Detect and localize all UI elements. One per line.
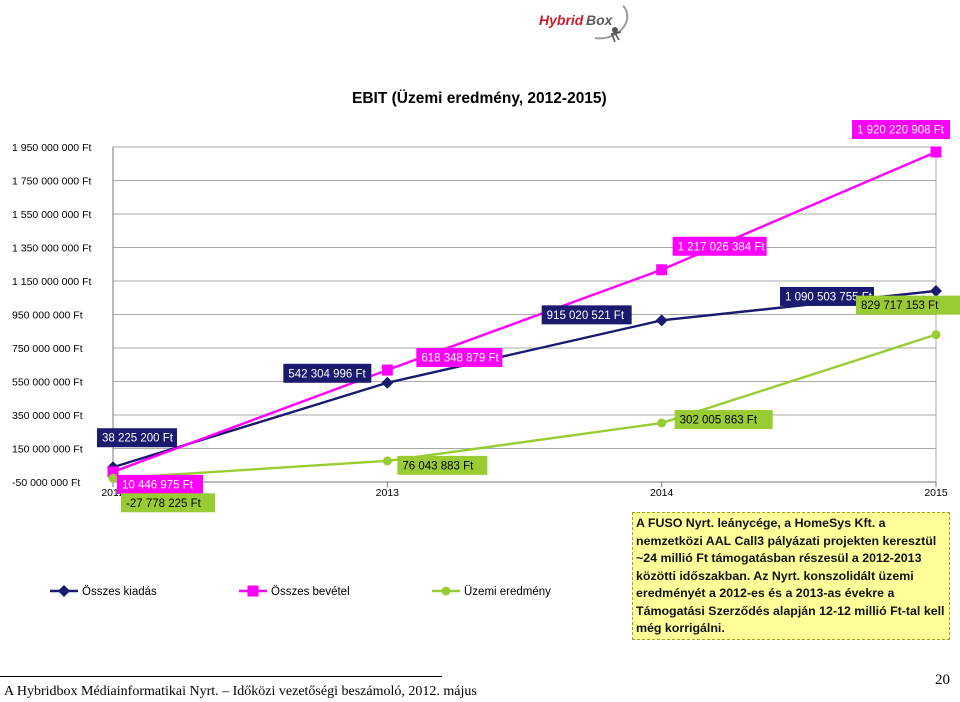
y-tick-label: 1 950 000 000 Ft	[12, 142, 91, 154]
data-label-box	[283, 363, 372, 383]
footer-divider	[0, 676, 442, 677]
data-label-box	[397, 455, 488, 475]
data-label: 915 020 521 Ft	[547, 310, 625, 322]
data-labels: 38 225 200 Ft 542 304 996 Ft 915 020 521 F…	[97, 119, 960, 513]
data-label-box	[121, 493, 215, 513]
chart-legend: Összes kiadás Összes bevétel Üzemi eredmén…	[50, 585, 551, 598]
y-tick-label: 150 000 000 Ft	[12, 444, 83, 456]
data-label: 1 090 503 755 Ft	[785, 291, 873, 303]
chart-grid	[112, 146, 937, 483]
data-label: 618 348 879 Ft	[421, 353, 499, 365]
note-box: A FUSO Nyrt. leánycége, a HomeSys Kft. a…	[632, 512, 950, 640]
note-line: nemzetközi AAL Call3 pályázati projekten…	[636, 533, 937, 548]
legend-label: Összes bevétel	[271, 586, 350, 598]
y-tick-label: 950 000 000 Ft	[12, 310, 83, 322]
series-3-point	[108, 473, 118, 483]
series-2-point	[656, 264, 668, 276]
x-tick-label: 2013	[376, 487, 400, 499]
logo-text-hybrid: Hybrid	[539, 12, 584, 28]
hybridbox-logo: Hybrid Box	[539, 5, 629, 43]
series-3-point	[931, 330, 941, 340]
legend-marker	[247, 585, 259, 597]
note-line: még korrigálni.	[636, 621, 725, 635]
y-tick-label: 1 750 000 000 Ft	[12, 176, 91, 188]
data-label-box	[416, 348, 503, 368]
chart-title: EBIT (Üzemi eredmény, 2012-2015)	[352, 90, 607, 107]
data-label: 302 005 863 Ft	[680, 415, 758, 427]
note-line: Támogatási Szerződés alapján 12-12 milli…	[636, 603, 945, 618]
data-label-box	[856, 295, 960, 315]
data-label-box	[780, 286, 874, 306]
note-line: eredményét a 2012-es és a 2013-as évekre…	[636, 586, 895, 600]
y-tick-label: 1 350 000 000 Ft	[12, 243, 91, 255]
series-2-point	[107, 466, 119, 478]
x-tick-label: 2015	[924, 487, 948, 499]
data-label: 542 304 996 Ft	[288, 368, 366, 380]
data-label: 10 446 975 Ft	[122, 479, 194, 491]
data-label-box	[117, 474, 203, 494]
data-label-box	[672, 236, 767, 256]
series-3-point	[382, 456, 392, 466]
data-label-box	[674, 410, 773, 430]
y-tick-label: 750 000 000 Ft	[12, 343, 83, 355]
series-1-point	[655, 314, 668, 327]
data-label: 829 717 153 Ft	[861, 300, 939, 312]
legend-marker	[58, 585, 70, 597]
logo-text-box: Box	[586, 12, 614, 28]
x-tick-label: 2014	[650, 487, 674, 499]
data-label: 76 043 883 Ft	[402, 460, 474, 472]
logo-swoosh	[594, 5, 629, 40]
data-label: 1 920 220 908 Ft	[857, 124, 945, 136]
legend-label: Üzemi eredmény	[464, 586, 551, 598]
legend-marker	[441, 586, 451, 596]
note-line: ~24 millió Ft támogatásban részesül a 20…	[636, 551, 922, 565]
x-axis-ticks: 2012 2013 2014 2015	[101, 482, 948, 499]
data-label: 38 225 200 Ft	[102, 433, 174, 445]
logo-figure-body	[610, 31, 622, 43]
series-1-point	[381, 376, 394, 389]
y-tick-label: -50 000 000 Ft	[12, 477, 80, 489]
data-label: 1 217 026 384 Ft	[678, 241, 766, 253]
page-number: 20	[935, 672, 950, 688]
note-line: közötti időszakban. Az Nyrt. konszolidál…	[636, 568, 914, 583]
y-tick-label: 1 150 000 000 Ft	[12, 276, 91, 288]
y-tick-label: 1 550 000 000 Ft	[12, 209, 91, 221]
y-axis-ticks: 1 950 000 000 Ft 1 750 000 000 Ft 1 550 00…	[12, 142, 91, 489]
series-3-point	[657, 418, 667, 428]
note-line: A FUSO Nyrt. leánycége, a HomeSys Kft. a	[636, 516, 886, 530]
data-label-box	[541, 305, 632, 325]
data-label: -27 778 225 Ft	[126, 498, 202, 510]
y-tick-label: 350 000 000 Ft	[12, 410, 83, 422]
footer-text: A Hybridbox Médiainformatikai Nyrt. – Id…	[4, 684, 477, 699]
y-tick-label: 550 000 000 Ft	[12, 377, 83, 389]
legend-label: Összes kiadás	[82, 586, 157, 598]
series-1-point	[930, 284, 942, 297]
logo-figure-head	[612, 27, 618, 33]
data-label-box	[97, 428, 177, 448]
data-label-box	[852, 119, 950, 139]
series-line-2	[112, 150, 937, 474]
series-2-point	[930, 146, 942, 158]
series-line-3	[112, 333, 937, 480]
series-2-point	[381, 364, 393, 376]
